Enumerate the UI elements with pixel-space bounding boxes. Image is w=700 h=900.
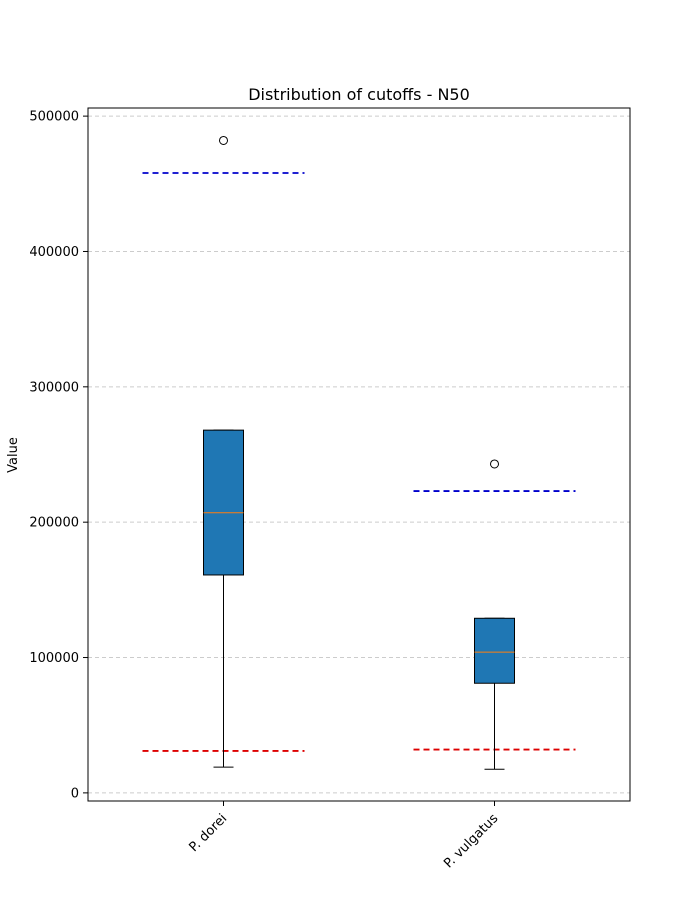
x-axis-ticks: P. dorei P. vulgatus — [187, 801, 501, 871]
plot-frame — [87, 107, 631, 802]
chart-title: Distribution of cutoffs - N50 — [248, 85, 470, 104]
iqr-box — [203, 429, 244, 576]
gridlines — [88, 115, 630, 794]
y-tick-label: 200000 — [29, 516, 79, 531]
x-tick-label: P. vulgatus — [441, 811, 501, 871]
iqr-box — [474, 617, 515, 684]
box-1 — [413, 459, 576, 770]
boxes-group — [142, 135, 576, 770]
y-axis-ticks: 0 100000 200000 300000 400000 500000 — [29, 110, 88, 801]
box-0 — [142, 135, 305, 768]
y-tick-label: 400000 — [29, 245, 79, 260]
y-axis-label: Value — [6, 437, 21, 473]
outlier-point — [219, 135, 228, 145]
y-tick-label: 0 — [71, 786, 79, 801]
y-tick-label: 100000 — [29, 651, 79, 666]
y-tick-label: 500000 — [29, 110, 79, 125]
x-tick-label: P. dorei — [187, 811, 231, 855]
y-tick-label: 300000 — [29, 380, 79, 395]
outlier-point — [490, 459, 499, 469]
